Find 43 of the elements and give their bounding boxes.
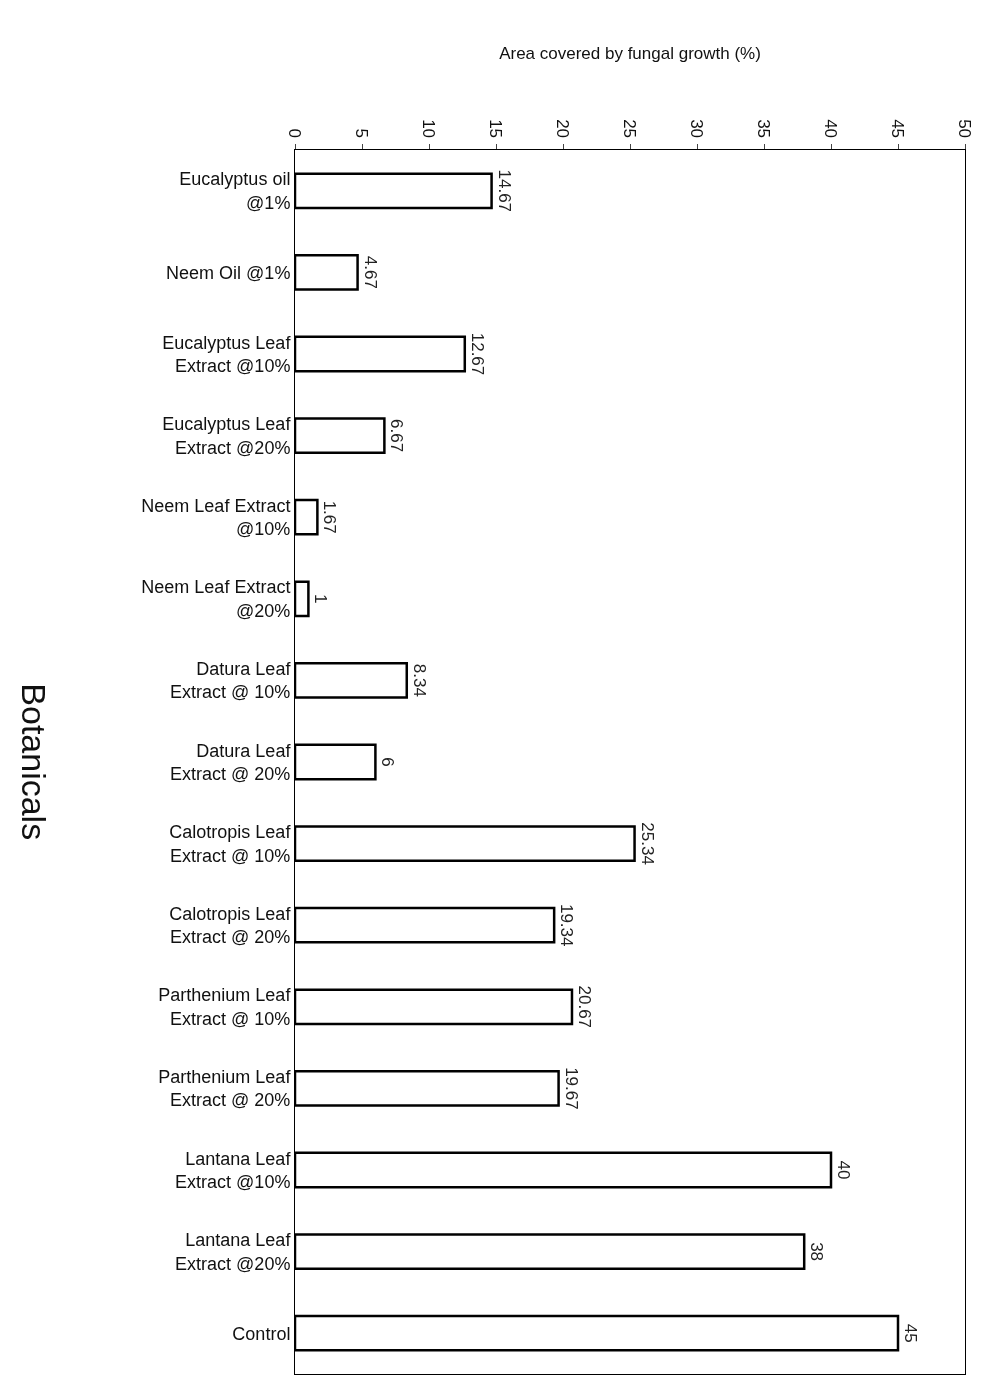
x-tick-label: 10: [419, 119, 439, 139]
data-label: 19.67: [561, 1067, 581, 1110]
y-tick-label: Lantana Leaf Extract @10%: [175, 1148, 292, 1192]
y-tick-label: Datura Leaf Extract @ 20%: [170, 740, 292, 784]
x-tick-label: 0: [285, 128, 305, 139]
y-tick-label: Calotropis Leaf Extract @ 20%: [169, 903, 292, 948]
data-label: 14.67: [494, 169, 514, 213]
x-tick-label: 45: [888, 119, 908, 139]
data-label: 40: [834, 1160, 853, 1180]
x-tick-label: 25: [620, 119, 640, 139]
y-tick-label: Datura Leaf Extract @ 10%: [170, 659, 292, 703]
y-axis-title: Botanicals: [14, 683, 53, 841]
data-label: 38: [807, 1242, 827, 1262]
x-tick-label: 5: [352, 128, 372, 139]
x-tick-label: 40: [821, 119, 841, 139]
y-tick-label: Eucalyptus Leaf Extract @10%: [162, 332, 292, 376]
x-tick-label: 50: [955, 119, 975, 139]
data-label: 45: [901, 1323, 920, 1343]
y-tick-label: Control: [232, 1323, 291, 1344]
y-tick-label: Parthenium Leaf Extract @ 20%: [158, 1067, 292, 1111]
y-tick-label: Neem Leaf Extract @10%: [141, 495, 291, 540]
data-label: 25.34: [637, 822, 657, 865]
y-tick-label: Eucalyptus Leaf Extract @20%: [162, 414, 292, 458]
x-tick-label: 20: [553, 119, 573, 139]
y-tick-label: Parthenium Leaf Extract @ 10%: [158, 985, 292, 1029]
y-tick-label: Lantana Leaf Extract @20%: [175, 1230, 292, 1274]
x-tick-label: 30: [687, 119, 707, 139]
data-label: 12.67: [467, 332, 487, 376]
data-label: 8.34: [409, 663, 429, 697]
x-tick-label: 35: [754, 119, 774, 139]
data-label: 19.34: [557, 903, 577, 947]
data-label: 4.67: [360, 255, 380, 289]
y-tick-label: Calotropis Leaf Extract @ 10%: [169, 822, 292, 866]
x-tick-label: 15: [486, 119, 506, 139]
data-label: 1.67: [320, 500, 340, 534]
y-tick-label: Eucalyptus oil @1%: [179, 169, 291, 213]
data-label: 6.67: [387, 419, 407, 453]
data-label: 20.67: [574, 985, 594, 1029]
data-label: 6: [378, 757, 398, 767]
y-tick-label: Neem Oil @1%: [166, 262, 291, 283]
data-label: 1: [311, 594, 331, 604]
x-axis-title: Area covered by fungal growth (%): [499, 43, 761, 63]
y-tick-label: Neem Leaf Extract @20%: [141, 577, 291, 621]
